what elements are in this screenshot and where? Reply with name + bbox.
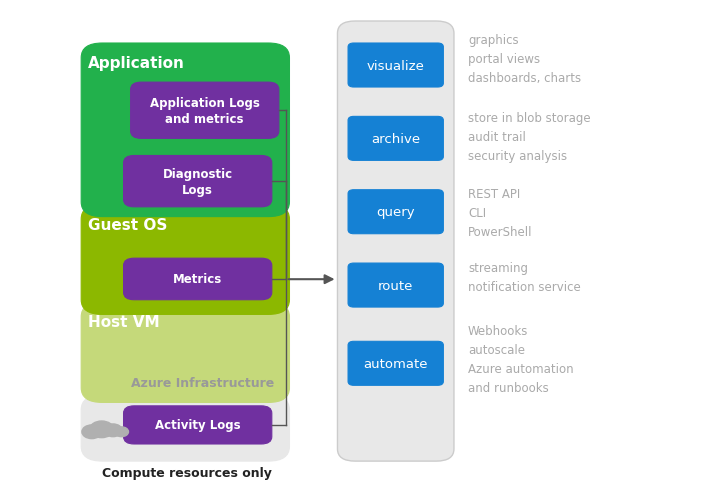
FancyBboxPatch shape — [348, 44, 443, 88]
Text: store in blob storage
audit trail
security analysis: store in blob storage audit trail securi… — [468, 112, 591, 163]
FancyBboxPatch shape — [81, 395, 289, 461]
Text: Host VM: Host VM — [88, 315, 160, 330]
FancyBboxPatch shape — [124, 406, 272, 444]
Text: Application Logs
and metrics: Application Logs and metrics — [150, 97, 260, 125]
Text: archive: archive — [371, 133, 420, 145]
FancyBboxPatch shape — [131, 83, 279, 139]
Text: REST API
CLI
PowerShell: REST API CLI PowerShell — [468, 188, 532, 239]
FancyBboxPatch shape — [348, 117, 443, 161]
Text: Webhooks
autoscale
Azure automation
and runbooks: Webhooks autoscale Azure automation and … — [468, 325, 574, 394]
FancyBboxPatch shape — [124, 259, 272, 300]
Text: automate: automate — [364, 357, 428, 370]
Text: Compute resources only: Compute resources only — [102, 466, 272, 479]
Text: query: query — [376, 206, 415, 219]
FancyBboxPatch shape — [348, 342, 443, 386]
FancyBboxPatch shape — [124, 156, 272, 207]
Circle shape — [104, 424, 122, 437]
Text: Application: Application — [88, 56, 185, 71]
Text: Azure Infrastructure: Azure Infrastructure — [131, 376, 274, 389]
Text: visualize: visualize — [367, 60, 424, 72]
Text: route: route — [378, 279, 414, 292]
FancyBboxPatch shape — [337, 22, 454, 461]
Circle shape — [114, 427, 128, 437]
FancyBboxPatch shape — [81, 303, 289, 403]
Text: Diagnostic
Logs: Diagnostic Logs — [162, 167, 233, 196]
Text: Guest OS: Guest OS — [88, 217, 167, 232]
Text: graphics
portal views
dashboards, charts: graphics portal views dashboards, charts — [468, 34, 581, 85]
FancyBboxPatch shape — [348, 264, 443, 307]
Text: Metrics: Metrics — [173, 273, 222, 286]
Text: streaming
notification service: streaming notification service — [468, 261, 581, 293]
FancyBboxPatch shape — [81, 44, 289, 217]
FancyBboxPatch shape — [81, 205, 289, 315]
Text: Activity Logs: Activity Logs — [155, 419, 241, 431]
FancyBboxPatch shape — [348, 190, 443, 234]
Circle shape — [90, 421, 114, 438]
Circle shape — [82, 425, 102, 439]
